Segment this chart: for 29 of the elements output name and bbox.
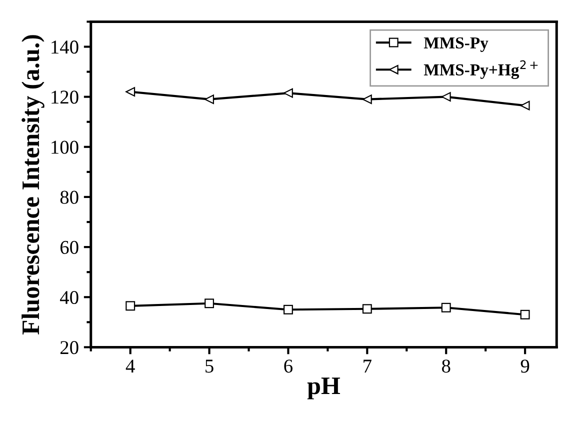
point [520,310,530,320]
legend-label: MMS-Py+Hg$^{2+}$ [424,60,538,80]
point [204,94,214,104]
x-tick-label: 6 [284,360,293,373]
x-tick-label: 4 [126,360,135,372]
x-tick-label: 5 [206,360,214,373]
point [441,302,451,312]
y-tick-label: 80 [60,190,78,204]
y-tick-label: 20 [60,341,78,354]
y-tick-label: 120 [52,90,78,104]
y-tick-label: 40 [60,290,78,304]
point [126,301,136,311]
x-tick-label: 8 [442,360,450,373]
point [284,88,293,98]
point [362,94,372,104]
x-tick-label: 9 [520,360,530,373]
x-axis-title: pH [307,378,340,400]
y-tick-label: 60 [60,240,78,254]
point [520,100,530,110]
point [204,298,214,308]
point [126,87,136,97]
y-tick-label: 140 [52,40,78,54]
x-tick-label: 7 [364,360,372,372]
legend-label: MMS-Py [424,37,488,52]
y-tick-label: 100 [52,140,78,154]
point [441,92,451,102]
y-axis-title: Fluorescence Intensity (a.u.) [22,35,44,334]
point [284,304,293,314]
point [362,304,372,314]
